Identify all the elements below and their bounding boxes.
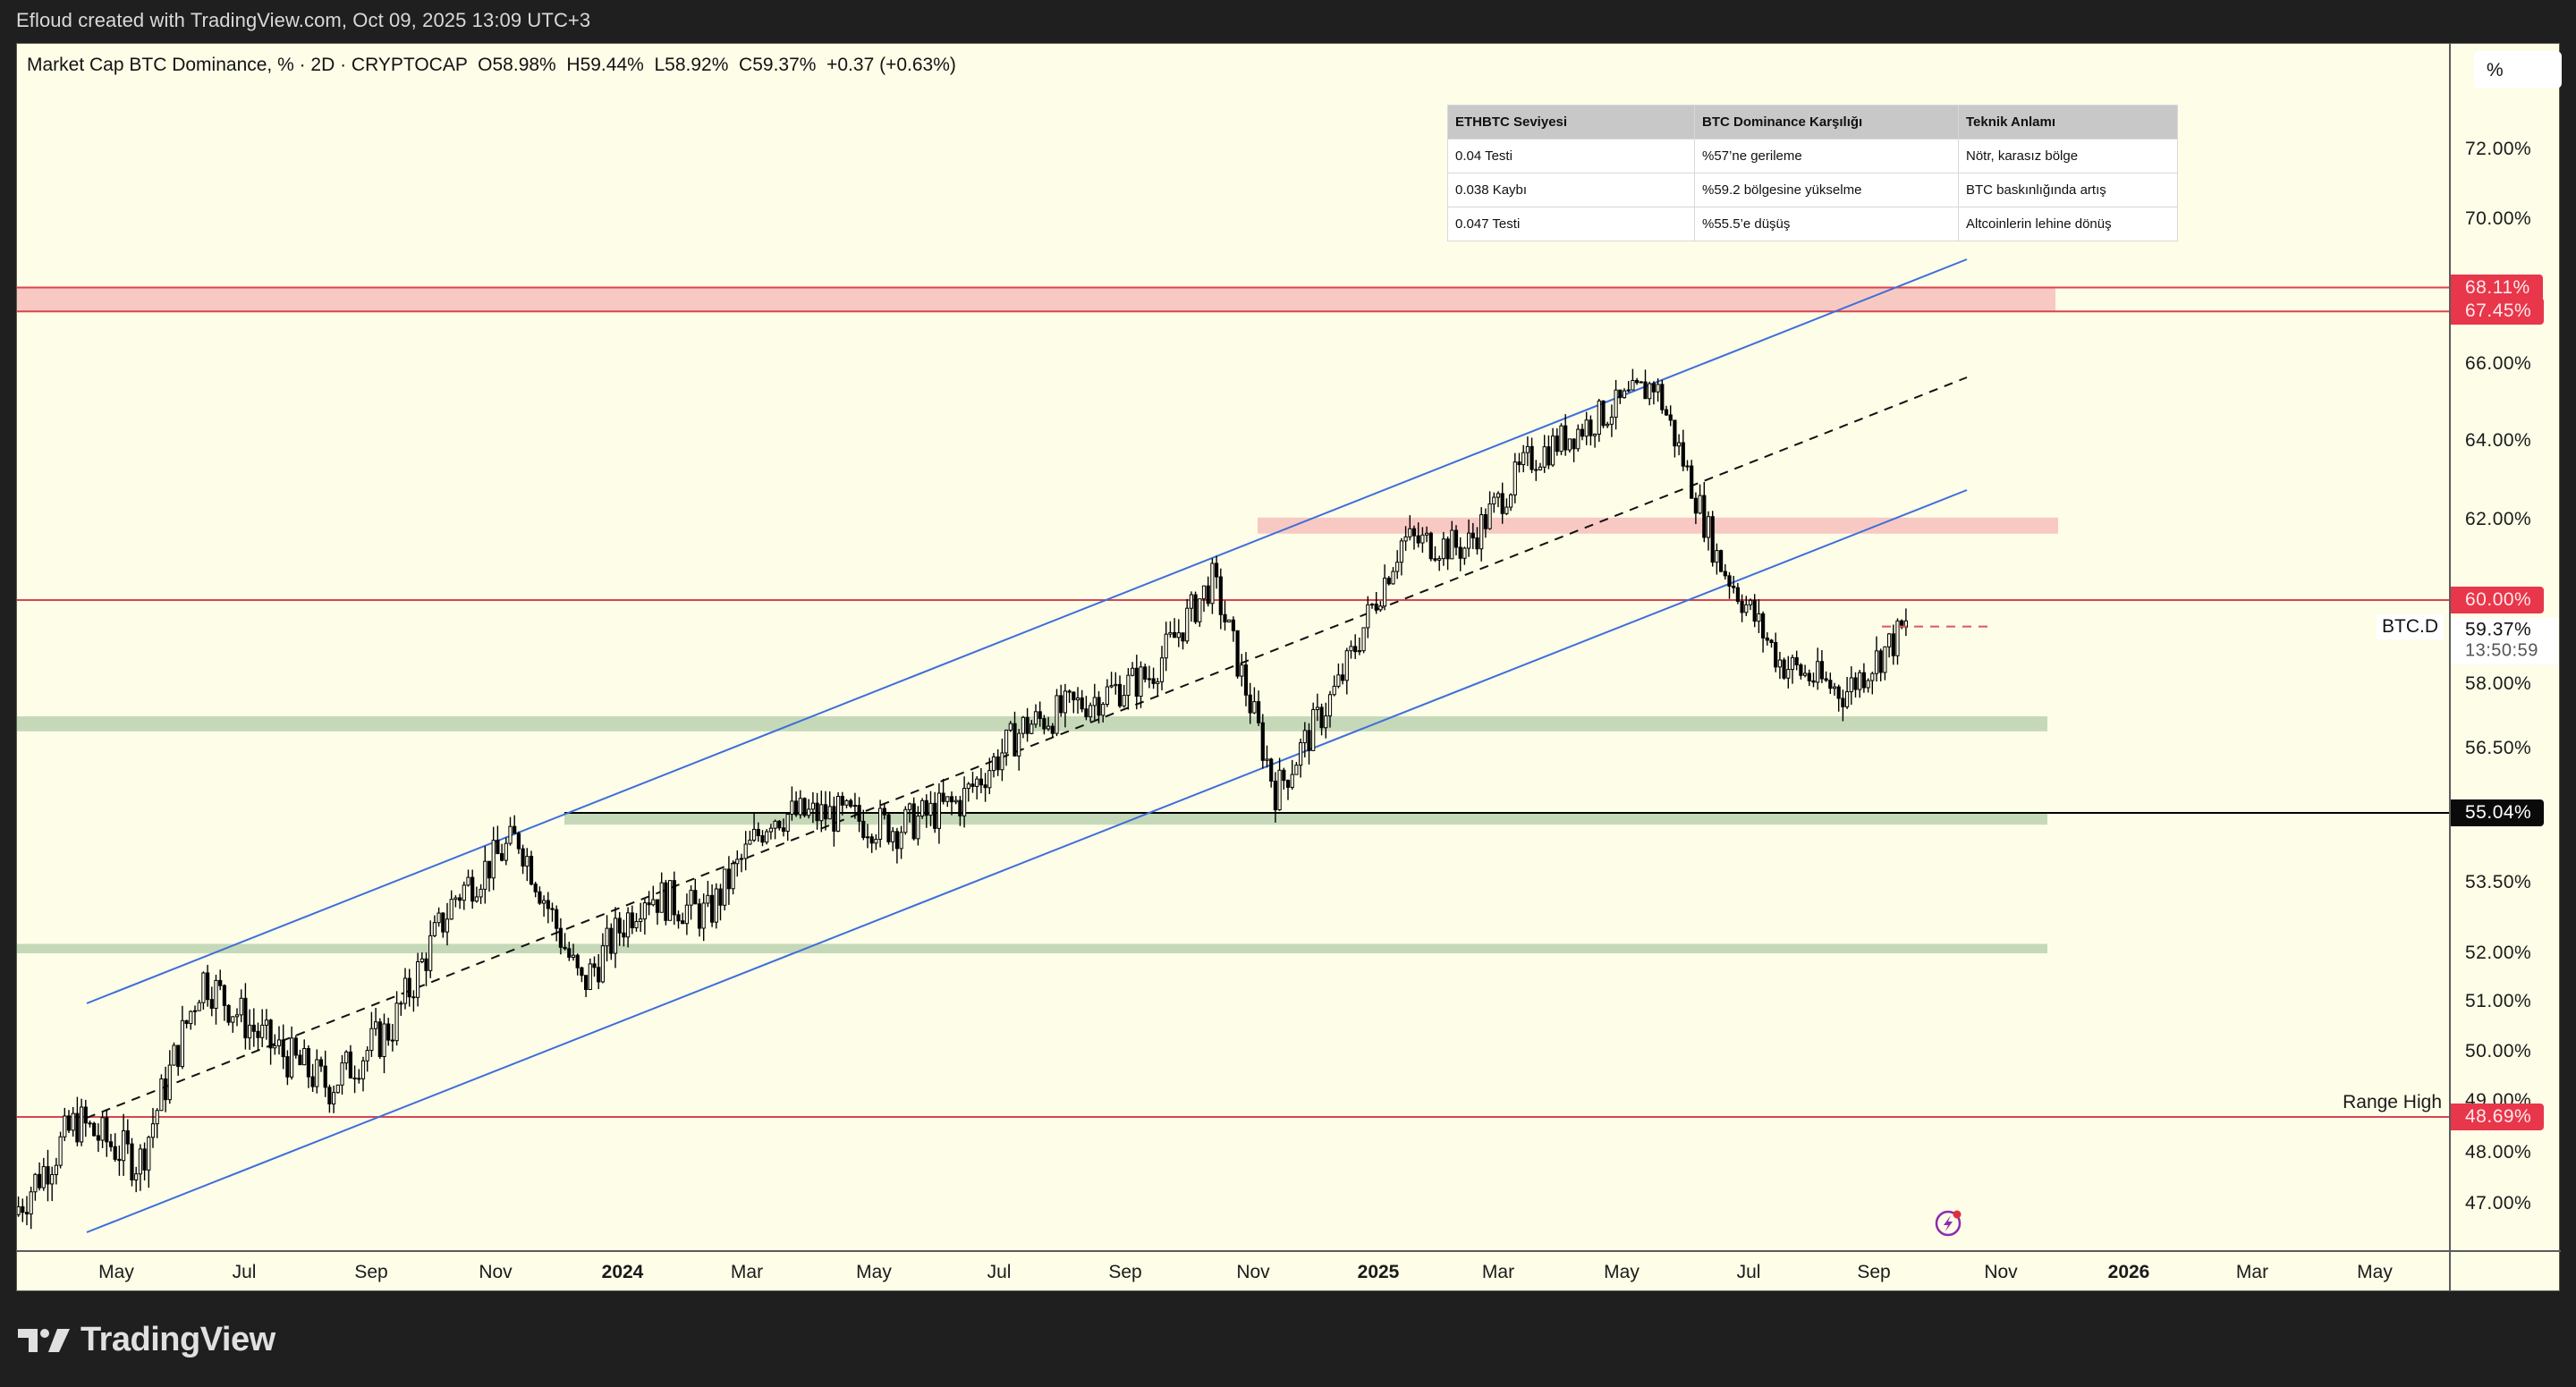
- chart-frame: Market Cap BTC Dominance, % · 2D · CRYPT…: [16, 43, 2562, 1291]
- time-tick-label: Jul: [232, 1262, 257, 1282]
- time-axis[interactable]: May Jul Sep Nov 2024 Mar May Jul Sep Nov 2025 Mar Ma…: [17, 1250, 2449, 1291]
- tradingview-logo-icon: [18, 1328, 70, 1352]
- channel-upper-line[interactable]: [86, 258, 1968, 1004]
- price-tick-label: 70.00%: [2465, 208, 2532, 229]
- table-header: BTC Dominance Karşılığı: [1694, 105, 1959, 140]
- price-axis[interactable]: % 72.00% 70.00% 66.00% 64.00% 62.00% 58.00% 56…: [2449, 44, 2562, 1250]
- table-cell: 0.047 Testi: [1447, 207, 1695, 241]
- bar-countdown: 13:50:59: [2465, 640, 2538, 661]
- price-tick-label: 48.00%: [2465, 1142, 2532, 1163]
- symbol-price-label: BTC.D: [2377, 613, 2444, 639]
- time-tick-label: 2025: [1357, 1262, 1400, 1282]
- candlestick-series[interactable]: [17, 368, 1909, 1230]
- price-tick-label: 66.00%: [2465, 353, 2532, 374]
- price-level-badge[interactable]: 60.00%: [2451, 587, 2545, 613]
- price-level-badge[interactable]: 48.69%: [2451, 1103, 2545, 1130]
- price-tick-label: 72.00%: [2465, 139, 2532, 159]
- ohlc-open: O58.98%: [478, 55, 556, 75]
- time-tick-label: Mar: [2235, 1262, 2269, 1282]
- unit-toggle-button[interactable]: %: [2474, 51, 2562, 89]
- table-cell: %57’ne gerileme: [1694, 139, 1959, 173]
- bolt-icon[interactable]: [1934, 1207, 1964, 1238]
- table-cell: Altcoinlerin lehine dönüş: [1958, 207, 2178, 241]
- price-level-badge[interactable]: 55.04%: [2451, 799, 2545, 826]
- time-tick-label: Mar: [730, 1262, 764, 1282]
- ohlc-close: C59.37%: [739, 55, 817, 75]
- range-high-label: Range High: [2343, 1091, 2442, 1112]
- table-cell: BTC baskınlığında artış: [1958, 173, 2178, 207]
- price-tick-label: 62.00%: [2465, 509, 2532, 529]
- price-tick-label: 47.00%: [2465, 1193, 2532, 1214]
- price-tick-label: 52.00%: [2465, 943, 2532, 963]
- time-tick-label: Nov: [1236, 1262, 1270, 1282]
- table-header-row: ETHBTC Seviyesi BTC Dominance Karşılığı …: [1447, 105, 2178, 140]
- last-price-value: 59.37%: [2465, 619, 2532, 640]
- ethbtc-annotation-table: ETHBTC Seviyesi BTC Dominance Karşılığı …: [1447, 105, 2178, 241]
- plot-area[interactable]: Market Cap BTC Dominance, % · 2D · CRYPT…: [17, 44, 2449, 1250]
- price-tick-label: 58.00%: [2465, 673, 2532, 694]
- time-tick-label: Mar: [1481, 1262, 1515, 1282]
- time-tick-label: 2026: [2107, 1262, 2150, 1282]
- price-tick-label: 51.00%: [2465, 991, 2532, 1011]
- channel-mid-dashed-line[interactable]: [86, 376, 1968, 1119]
- brand-name: TradingView: [80, 1321, 275, 1358]
- last-price-label: 59.37% 13:50:59: [2451, 617, 2558, 665]
- time-tick-label: May: [98, 1262, 134, 1282]
- table-cell: %59.2 bölgesine yükselme: [1694, 173, 1959, 207]
- time-tick-label: Sep: [1108, 1262, 1142, 1282]
- symbol-title[interactable]: Market Cap BTC Dominance, % · 2D · CRYPT…: [27, 55, 468, 75]
- table-cell: 0.04 Testi: [1447, 139, 1695, 173]
- table-row: 0.047 Testi %55.5’e düşüş Altcoinlerin l…: [1447, 207, 2178, 241]
- ohlc-change: +0.37 (+0.63%): [826, 55, 956, 75]
- time-tick-label: 2024: [601, 1262, 644, 1282]
- green-zone-52[interactable]: [17, 943, 2047, 953]
- table-row: 0.038 Kaybı %59.2 bölgesine yükselme BTC…: [1447, 173, 2178, 207]
- symbol-legend: Market Cap BTC Dominance, % · 2D · CRYPT…: [27, 55, 956, 76]
- time-tick-label: Jul: [987, 1262, 1012, 1282]
- time-tick-label: May: [856, 1262, 892, 1282]
- channel-lower-line[interactable]: [86, 489, 1968, 1233]
- price-level-badge[interactable]: 67.45%: [2451, 298, 2545, 326]
- table-header: ETHBTC Seviyesi: [1447, 105, 1695, 140]
- price-level-badge[interactable]: 68.11%: [2451, 274, 2543, 301]
- time-tick-label: Nov: [1984, 1262, 2018, 1282]
- table-cell: 0.038 Kaybı: [1447, 173, 1695, 207]
- time-tick-label: May: [2357, 1262, 2393, 1282]
- price-tick-label: 50.00%: [2465, 1041, 2532, 1061]
- pink-zone-mid[interactable]: [1258, 517, 2058, 534]
- table-header: Teknik Anlamı: [1958, 105, 2178, 140]
- red-zone-top[interactable]: [17, 287, 2055, 312]
- time-tick-label: Sep: [354, 1262, 388, 1282]
- time-tick-label: May: [1604, 1262, 1640, 1282]
- price-chart[interactable]: [17, 44, 2449, 1250]
- time-tick-label: Sep: [1857, 1262, 1891, 1282]
- axis-corner: [2449, 1250, 2561, 1291]
- table-cell: %55.5’e düşüş: [1694, 207, 1959, 241]
- price-tick-label: 53.50%: [2465, 872, 2532, 892]
- price-tick-label: 56.50%: [2465, 738, 2532, 758]
- table-cell: Nötr, karasız bölge: [1958, 139, 2178, 173]
- ohlc-low: L58.92%: [654, 55, 729, 75]
- chart-caption: Efloud created with TradingView.com, Oct…: [16, 9, 591, 31]
- price-tick-label: 64.00%: [2465, 430, 2532, 451]
- ohlc-high: H59.44%: [566, 55, 644, 75]
- tradingview-logo: TradingView: [18, 1321, 275, 1359]
- time-tick-label: Nov: [479, 1262, 513, 1282]
- table-row: 0.04 Testi %57’ne gerileme Nötr, karasız…: [1447, 139, 2178, 173]
- time-tick-label: Jul: [1736, 1262, 1761, 1282]
